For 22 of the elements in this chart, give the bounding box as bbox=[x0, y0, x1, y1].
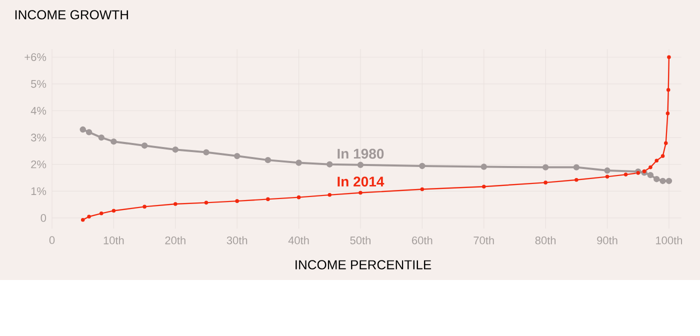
x-tick-label: 50th bbox=[350, 236, 370, 244]
x-tick-label: 30th bbox=[226, 236, 248, 244]
chart-title: INCOME GROWTH bbox=[15, 10, 128, 20]
x-tick-label: 60th bbox=[412, 236, 432, 244]
x-tick-label: 20th bbox=[165, 236, 186, 244]
x-tick-label: 80th bbox=[535, 236, 556, 244]
x-tick-label: 0 bbox=[49, 236, 55, 244]
series-label: In 2014 bbox=[338, 176, 384, 187]
x-tick-label: 70th bbox=[474, 236, 494, 244]
series-label: In 1980 bbox=[338, 148, 384, 159]
y-tick-label: 3% bbox=[31, 134, 46, 142]
y-tick-label: 1% bbox=[31, 187, 46, 196]
y-tick-label: 5% bbox=[31, 80, 46, 88]
y-tick-label: +6% bbox=[24, 53, 46, 62]
x-tick-label: 10th bbox=[104, 236, 124, 244]
x-tick-label: 90th bbox=[597, 236, 618, 244]
y-tick-label: 2% bbox=[31, 160, 46, 168]
y-tick-label: 0 bbox=[40, 214, 46, 222]
x-axis-title: INCOME PERCENTILE bbox=[296, 260, 432, 270]
x-tick-label: 100th bbox=[656, 236, 682, 244]
x-tick-label: 40th bbox=[288, 236, 309, 244]
y-tick-label: 4% bbox=[30, 106, 46, 115]
